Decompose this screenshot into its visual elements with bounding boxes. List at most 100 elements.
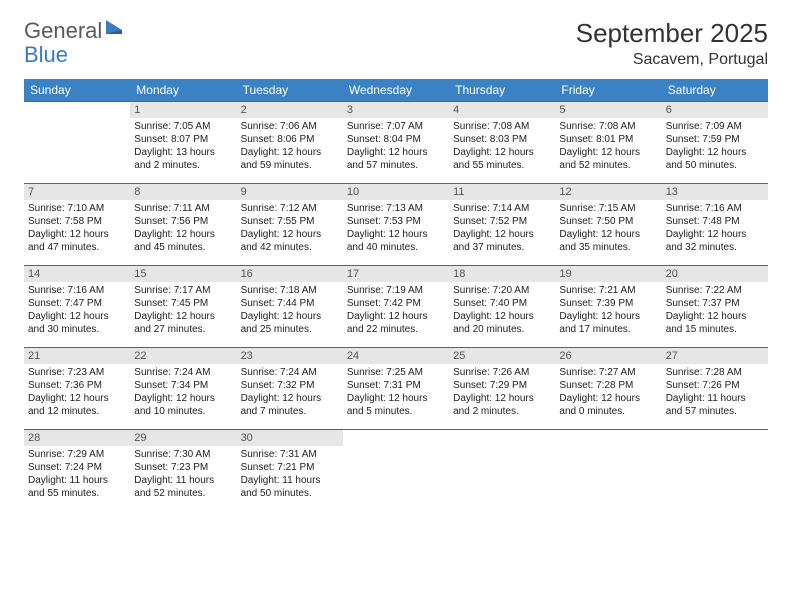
weekday-tuesday: Tuesday — [237, 79, 343, 102]
location: Sacavem, Portugal — [576, 51, 768, 69]
daylight-text: Daylight: 12 hours — [453, 146, 551, 159]
sunrise-text: Sunrise: 7:07 AM — [347, 120, 445, 133]
day-number: 7 — [24, 184, 130, 200]
day-number: 1 — [130, 102, 236, 118]
weekday-thursday: Thursday — [449, 79, 555, 102]
sunset-text: Sunset: 7:23 PM — [134, 461, 232, 474]
day-number: 11 — [449, 184, 555, 200]
calendar-cell: 9Sunrise: 7:12 AMSunset: 7:55 PMDaylight… — [237, 184, 343, 266]
day-number: 3 — [343, 102, 449, 118]
calendar-cell: 30Sunrise: 7:31 AMSunset: 7:21 PMDayligh… — [237, 430, 343, 512]
sunset-text: Sunset: 7:47 PM — [28, 297, 126, 310]
daylight-text: Daylight: 12 hours — [559, 310, 657, 323]
sunrise-text: Sunrise: 7:17 AM — [134, 284, 232, 297]
sunset-text: Sunset: 7:39 PM — [559, 297, 657, 310]
calendar-cell: 21Sunrise: 7:23 AMSunset: 7:36 PMDayligh… — [24, 348, 130, 430]
sunrise-text: Sunrise: 7:29 AM — [28, 448, 126, 461]
daylight-text: Daylight: 12 hours — [666, 310, 764, 323]
sunset-text: Sunset: 7:48 PM — [666, 215, 764, 228]
daylight-text: and 12 minutes. — [28, 405, 126, 418]
calendar-cell: 1Sunrise: 7:05 AMSunset: 8:07 PMDaylight… — [130, 102, 236, 184]
calendar-page: General September 2025 Sacavem, Portugal… — [0, 0, 792, 530]
daylight-text: Daylight: 12 hours — [559, 228, 657, 241]
sunrise-text: Sunrise: 7:25 AM — [347, 366, 445, 379]
daylight-text: and 5 minutes. — [347, 405, 445, 418]
logo-general: General — [24, 18, 102, 44]
daylight-text: and 35 minutes. — [559, 241, 657, 254]
sunset-text: Sunset: 8:06 PM — [241, 133, 339, 146]
day-number: 9 — [237, 184, 343, 200]
daylight-text: and 2 minutes. — [134, 159, 232, 172]
calendar-cell: 16Sunrise: 7:18 AMSunset: 7:44 PMDayligh… — [237, 266, 343, 348]
day-number: 23 — [237, 348, 343, 364]
day-number: 14 — [24, 266, 130, 282]
daylight-text: and 7 minutes. — [241, 405, 339, 418]
daylight-text: Daylight: 12 hours — [666, 228, 764, 241]
sunset-text: Sunset: 7:50 PM — [559, 215, 657, 228]
sunset-text: Sunset: 7:28 PM — [559, 379, 657, 392]
daylight-text: Daylight: 11 hours — [134, 474, 232, 487]
daylight-text: and 57 minutes. — [347, 159, 445, 172]
calendar-cell: 22Sunrise: 7:24 AMSunset: 7:34 PMDayligh… — [130, 348, 236, 430]
sunrise-text: Sunrise: 7:24 AM — [134, 366, 232, 379]
calendar-cell: 10Sunrise: 7:13 AMSunset: 7:53 PMDayligh… — [343, 184, 449, 266]
weekday-wednesday: Wednesday — [343, 79, 449, 102]
daylight-text: Daylight: 12 hours — [28, 310, 126, 323]
day-number: 27 — [662, 348, 768, 364]
daylight-text: and 30 minutes. — [28, 323, 126, 336]
day-number: 8 — [130, 184, 236, 200]
day-number: 5 — [555, 102, 661, 118]
daylight-text: Daylight: 11 hours — [28, 474, 126, 487]
calendar-cell: 19Sunrise: 7:21 AMSunset: 7:39 PMDayligh… — [555, 266, 661, 348]
header: General September 2025 Sacavem, Portugal — [24, 18, 768, 69]
calendar-cell — [449, 430, 555, 512]
sunset-text: Sunset: 8:04 PM — [347, 133, 445, 146]
sunrise-text: Sunrise: 7:24 AM — [241, 366, 339, 379]
sunset-text: Sunset: 7:26 PM — [666, 379, 764, 392]
sunset-text: Sunset: 7:45 PM — [134, 297, 232, 310]
day-number: 22 — [130, 348, 236, 364]
daylight-text: and 22 minutes. — [347, 323, 445, 336]
day-number: 2 — [237, 102, 343, 118]
daylight-text: and 32 minutes. — [666, 241, 764, 254]
sunset-text: Sunset: 7:37 PM — [666, 297, 764, 310]
daylight-text: Daylight: 12 hours — [134, 392, 232, 405]
calendar-cell: 28Sunrise: 7:29 AMSunset: 7:24 PMDayligh… — [24, 430, 130, 512]
sunrise-text: Sunrise: 7:08 AM — [453, 120, 551, 133]
sunset-text: Sunset: 7:56 PM — [134, 215, 232, 228]
calendar-week-row: 21Sunrise: 7:23 AMSunset: 7:36 PMDayligh… — [24, 348, 768, 430]
sunrise-text: Sunrise: 7:28 AM — [666, 366, 764, 379]
sunrise-text: Sunrise: 7:09 AM — [666, 120, 764, 133]
sunrise-text: Sunrise: 7:19 AM — [347, 284, 445, 297]
day-number: 15 — [130, 266, 236, 282]
daylight-text: and 47 minutes. — [28, 241, 126, 254]
sunrise-text: Sunrise: 7:23 AM — [28, 366, 126, 379]
daylight-text: Daylight: 12 hours — [28, 228, 126, 241]
logo-triangle-icon — [106, 20, 122, 34]
day-number: 12 — [555, 184, 661, 200]
sunrise-text: Sunrise: 7:30 AM — [134, 448, 232, 461]
sunrise-text: Sunrise: 7:05 AM — [134, 120, 232, 133]
daylight-text: Daylight: 12 hours — [241, 392, 339, 405]
daylight-text: and 10 minutes. — [134, 405, 232, 418]
calendar-cell — [343, 430, 449, 512]
daylight-text: and 57 minutes. — [666, 405, 764, 418]
calendar-cell — [555, 430, 661, 512]
day-number: 20 — [662, 266, 768, 282]
calendar-table: Sunday Monday Tuesday Wednesday Thursday… — [24, 79, 768, 512]
sunrise-text: Sunrise: 7:26 AM — [453, 366, 551, 379]
day-number: 6 — [662, 102, 768, 118]
daylight-text: and 50 minutes. — [666, 159, 764, 172]
day-number: 25 — [449, 348, 555, 364]
sunrise-text: Sunrise: 7:08 AM — [559, 120, 657, 133]
calendar-cell: 24Sunrise: 7:25 AMSunset: 7:31 PMDayligh… — [343, 348, 449, 430]
weekday-sunday: Sunday — [24, 79, 130, 102]
sunset-text: Sunset: 7:58 PM — [28, 215, 126, 228]
sunset-text: Sunset: 7:21 PM — [241, 461, 339, 474]
daylight-text: and 17 minutes. — [559, 323, 657, 336]
daylight-text: Daylight: 12 hours — [241, 146, 339, 159]
sunset-text: Sunset: 7:52 PM — [453, 215, 551, 228]
daylight-text: and 2 minutes. — [453, 405, 551, 418]
sunrise-text: Sunrise: 7:11 AM — [134, 202, 232, 215]
daylight-text: Daylight: 12 hours — [559, 146, 657, 159]
